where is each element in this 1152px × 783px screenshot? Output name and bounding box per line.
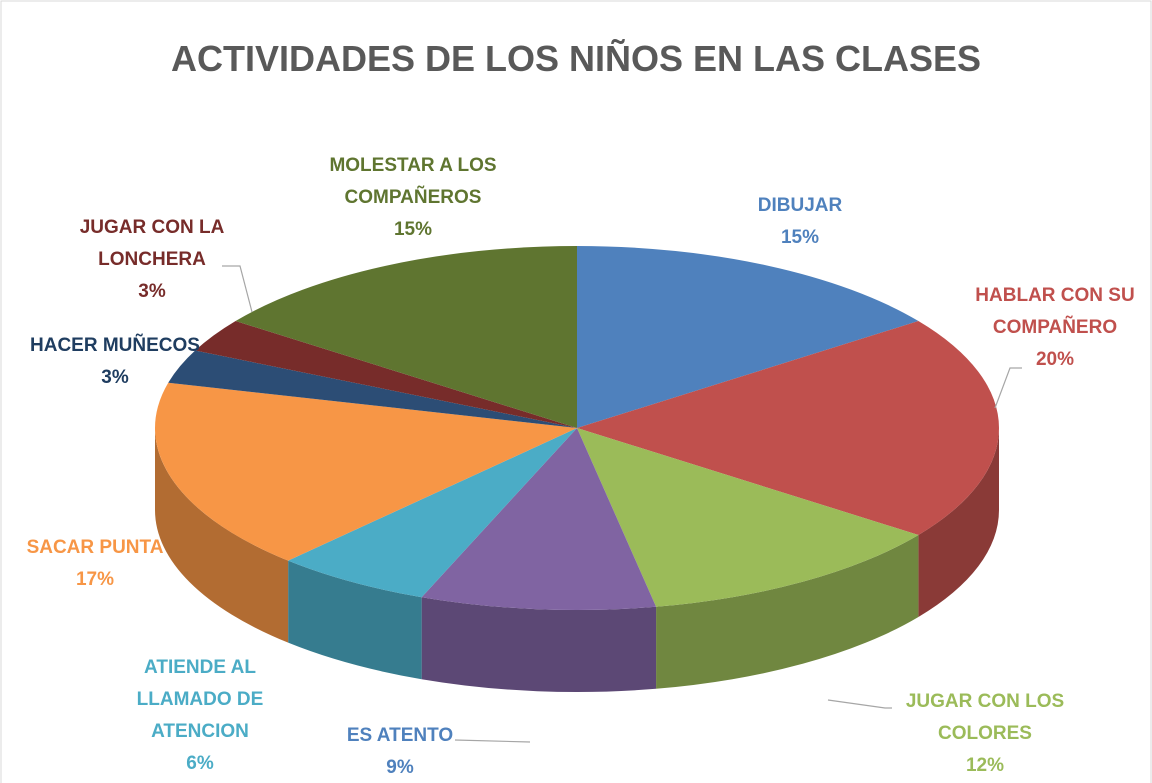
- slice-side: [155, 428, 289, 643]
- category-label: DIBUJAR: [757, 195, 843, 216]
- slice-side: [656, 534, 919, 689]
- percent-label: 12%: [965, 755, 1005, 776]
- slice: [421, 428, 657, 610]
- percent-label: 3%: [101, 367, 129, 388]
- data-label: ATIENDE AL LLAMADO DE ATENCION 6%: [125, 652, 275, 780]
- percent-label: 20%: [1035, 349, 1075, 370]
- pie-sides: [155, 428, 999, 692]
- percent-label: 15%: [393, 219, 433, 240]
- leader-line: [222, 265, 253, 313]
- leader-line: [454, 739, 531, 743]
- pie-top: [154, 246, 1000, 610]
- category-label: ES ATENTO: [346, 725, 454, 746]
- chart-title: ACTIVIDADES DE LOS NIÑOS EN LAS CLASES: [170, 38, 982, 79]
- category-label: MOLESTAR A LOS COMPAÑEROS: [329, 155, 497, 208]
- slice: [288, 428, 577, 598]
- category-label: SACAR PUNTA: [26, 537, 164, 558]
- category-label: ATIENDE AL LLAMADO DE ATENCION: [136, 657, 264, 742]
- percent-label: 15%: [780, 227, 820, 248]
- slice: [154, 382, 577, 561]
- leader-line: [827, 699, 892, 709]
- category-label: JUGAR CON LA LONCHERA: [79, 217, 225, 270]
- percent-label: 17%: [75, 569, 115, 590]
- data-label: JUGAR CON LA LONCHERA 3%: [72, 212, 232, 308]
- category-label: JUGAR CON LOS COLORES: [905, 691, 1065, 744]
- leader-lines: [222, 265, 1022, 743]
- percent-label: 9%: [386, 757, 414, 778]
- slice: [235, 246, 577, 428]
- category-label: HACER MUÑECOS: [30, 335, 200, 356]
- data-label: HACER MUÑECOS 3%: [10, 330, 220, 394]
- data-label: DIBUJAR 15%: [730, 190, 870, 254]
- data-label: MOLESTAR A LOS COMPAÑEROS 15%: [313, 150, 513, 246]
- category-label: HABLAR CON SU COMPAÑERO: [975, 285, 1135, 338]
- slice: [577, 321, 1000, 535]
- slice: [195, 321, 578, 428]
- data-label: JUGAR CON LOS COLORES 12%: [885, 686, 1085, 782]
- data-label: SACAR PUNTA 17%: [0, 532, 190, 596]
- data-label: ES ATENTO 9%: [320, 720, 480, 783]
- data-label: HABLAR CON SU COMPAÑERO 20%: [955, 280, 1152, 376]
- slice: [577, 246, 919, 428]
- percent-label: 6%: [186, 753, 214, 774]
- slice-side: [918, 428, 999, 617]
- percent-label: 3%: [138, 281, 166, 302]
- slice: [577, 428, 919, 607]
- slice: [168, 350, 577, 428]
- slice-side: [288, 560, 422, 680]
- leader-line: [994, 367, 1022, 409]
- slice-side: [421, 597, 657, 692]
